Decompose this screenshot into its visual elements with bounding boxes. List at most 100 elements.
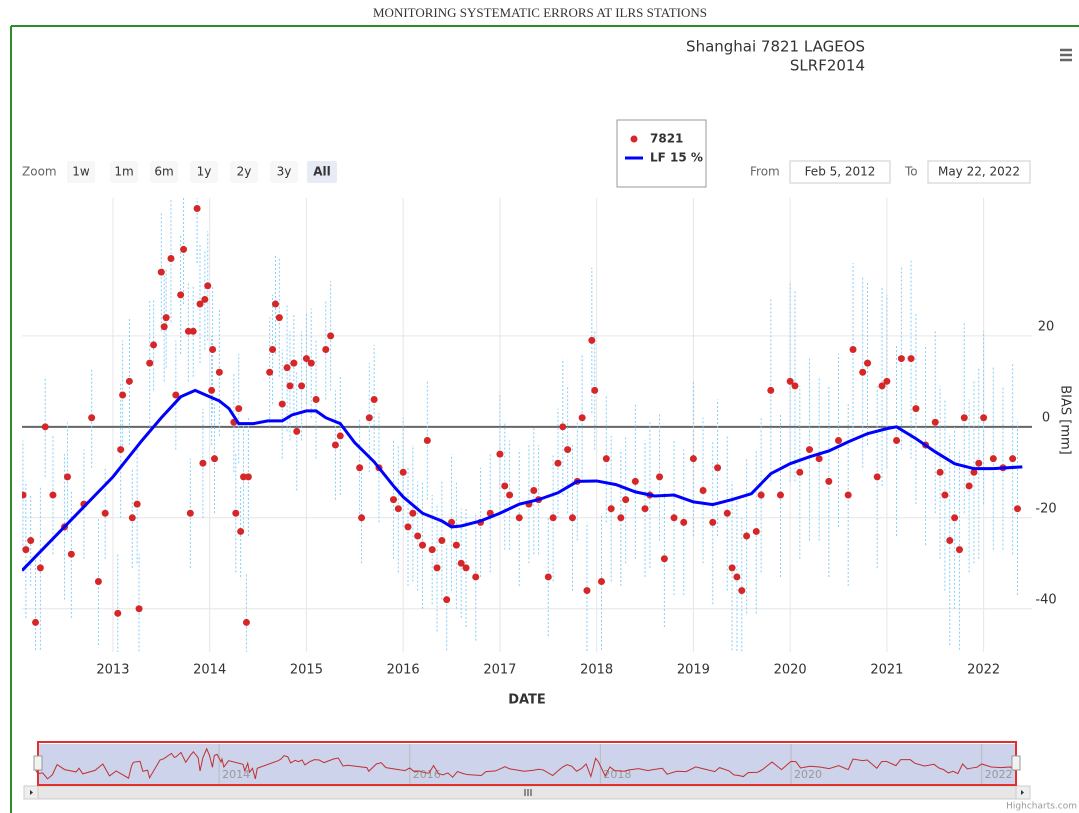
menu-button[interactable] [1058,45,1074,65]
data-point [293,427,301,435]
data-point [67,550,75,558]
data-point [462,564,470,572]
zoom-button-label[interactable]: 2y [237,165,252,179]
data-point [607,505,615,513]
data-point [394,505,402,513]
zoom-button-label[interactable]: 1w [72,165,90,179]
zoom-button[interactable] [150,161,178,183]
data-point [849,345,857,353]
data-point [307,359,315,367]
from-label: From [750,165,780,179]
data-point [955,546,963,554]
data-point [399,468,407,476]
data-point [699,487,707,495]
data-point [433,564,441,572]
y-axis-title: BIAS [mm] [1058,385,1073,455]
data-point [506,491,514,499]
data-point [322,345,330,353]
y-tick-label: 0 [1042,410,1050,425]
data-point [189,327,197,335]
x-tick-label: 2020 [774,663,807,678]
x-tick-label: 2019 [677,663,710,678]
zoom-button[interactable] [230,161,258,183]
data-point [208,386,216,394]
from-input[interactable] [789,160,891,184]
data-point [237,527,245,535]
data-point [184,327,192,335]
data-point [283,364,291,372]
to-input[interactable] [927,160,1031,184]
data-point [452,541,460,549]
from-value[interactable]: Feb 5, 2012 [805,165,876,179]
data-point [588,336,596,344]
zoom-button[interactable] [190,161,218,183]
data-point [1013,505,1021,513]
x-tick-label: 2015 [290,663,323,678]
zoom-button[interactable] [110,161,138,183]
data-point [119,391,127,399]
navigator-tick-label: 2022 [985,768,1013,781]
data-point [409,509,417,517]
data-point [199,459,207,467]
data-point [864,359,872,367]
zoom-button-label[interactable]: 6m [154,165,173,179]
data-point [689,455,697,463]
data-point [242,618,250,626]
legend-symbol [630,135,638,143]
data-point [232,509,240,517]
zoom-button-label[interactable]: 1y [197,165,212,179]
trend-line [22,388,1023,572]
data-point [583,587,591,595]
data-point [101,509,109,517]
data-point [41,423,49,431]
legend-label: LF 15 % [650,151,703,165]
data-point [215,368,223,376]
data-point [125,377,133,385]
x-tick-label: 2014 [193,663,226,678]
navigator-mask [38,744,1016,785]
data-point [709,518,717,526]
data-point [298,382,306,390]
data-point [936,468,944,476]
y-tick-label: 20 [1038,319,1055,334]
data-point [302,355,310,363]
data-point [438,537,446,545]
zoom-button-label[interactable]: All [313,165,331,179]
data-point [660,555,668,563]
scrollbar-track[interactable] [37,785,1017,800]
y-tick-label: -20 [1035,501,1056,516]
data-point [597,577,605,585]
menu-icon[interactable] [1060,48,1072,62]
zoom-button-label[interactable]: 3y [277,165,292,179]
data-point [414,532,422,540]
credits[interactable]: Highcharts.com [1006,802,1077,812]
data-point [873,473,881,481]
data-point [472,573,480,581]
data-point [63,473,71,481]
legend-label: 7821 [650,132,683,146]
data-point [883,377,891,385]
data-point [370,396,378,404]
navigator-handle[interactable] [1011,755,1021,771]
zoom-button[interactable] [270,161,298,183]
data-point [177,291,185,299]
data-point [912,405,920,413]
scrollbar-grip [524,789,532,796]
data-point [327,332,335,340]
data-point [180,245,188,253]
navigator-handle[interactable] [33,755,43,771]
data-point [714,464,722,472]
to-value[interactable]: May 22, 2022 [938,165,1020,179]
data-point [240,473,248,481]
data-point [204,282,212,290]
zoom-button[interactable] [67,161,95,183]
data-point [172,391,180,399]
navigator-tick-label: 2014 [222,768,250,781]
data-point [559,423,567,431]
data-point [271,300,279,308]
zoom-button-label[interactable]: 1m [114,165,133,179]
data-point [133,500,141,508]
zoom-button[interactable] [307,161,337,183]
data-point [211,455,219,463]
